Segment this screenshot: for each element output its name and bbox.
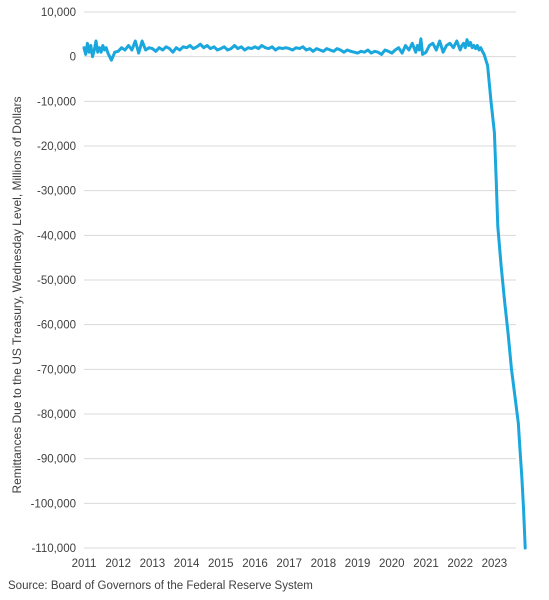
- x-tick-label: 2018: [311, 558, 337, 570]
- y-tick-label: -20,000: [37, 141, 76, 153]
- series-layer: [82, 37, 527, 550]
- y-tick-label: -80,000: [37, 409, 76, 421]
- x-tick-label: 2016: [242, 558, 268, 570]
- y-tick-label: -100,000: [31, 498, 76, 510]
- series-line: [82, 37, 527, 550]
- y-tick-label: -40,000: [37, 230, 76, 242]
- x-tick-label: 2022: [447, 558, 473, 570]
- y-tick-label: -30,000: [37, 186, 76, 198]
- x-tick-label: 2019: [345, 558, 371, 570]
- gridlines: [84, 11, 516, 549]
- y-tick-label: -50,000: [37, 275, 76, 287]
- x-tick-label: 2020: [379, 558, 405, 570]
- y-tick-label: 10,000: [41, 7, 76, 19]
- x-axis-tick-labels: 2011 2012 2013 2014 2015 2016 2017 2018 2019 2020…: [72, 558, 508, 570]
- x-tick-label: 2014: [174, 558, 200, 570]
- y-tick-label: -10,000: [37, 96, 76, 108]
- x-tick-label: 2011: [72, 558, 97, 570]
- source-note: Source: Board of Governors of the Federa…: [8, 580, 313, 592]
- y-tick-label: -60,000: [37, 320, 76, 332]
- x-tick-label: 2013: [140, 558, 166, 570]
- y-tick-label: -110,000: [31, 543, 76, 555]
- x-tick-label: 2021: [413, 558, 439, 570]
- x-tick-label: 2012: [105, 558, 131, 570]
- x-tick-label: 2023: [482, 558, 508, 570]
- y-tick-label: 0: [70, 52, 76, 64]
- x-tick-label: 2015: [208, 558, 234, 570]
- x-tick-label: 2017: [276, 558, 302, 570]
- y-tick-label: -70,000: [37, 364, 76, 376]
- y-axis-title: Remittances Due to the US Treasury, Wedn…: [10, 96, 24, 493]
- y-axis-tick-labels: 10,000 0 -10,000 -20,000 -30,000 -40,000 -50,0…: [31, 7, 76, 555]
- y-tick-label: -90,000: [37, 454, 76, 466]
